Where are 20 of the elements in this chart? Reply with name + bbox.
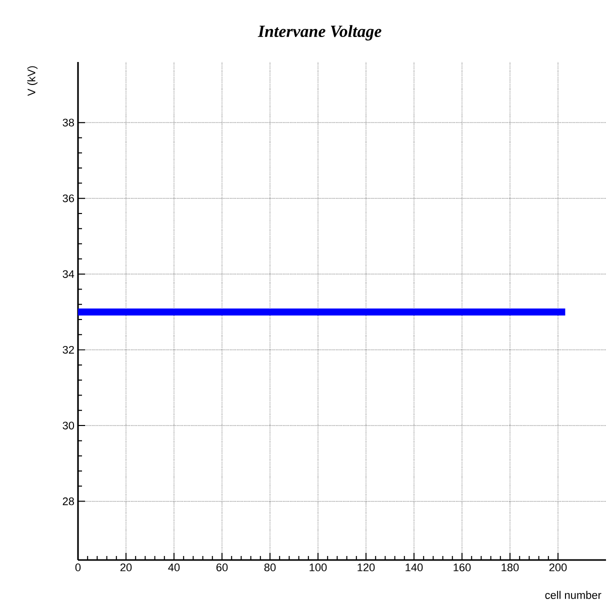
y-tick-label: 38	[62, 118, 74, 126]
x-tick-label: 20	[120, 564, 132, 572]
y-tick-label: 32	[62, 346, 74, 354]
x-tick-label: 40	[168, 564, 180, 572]
x-tick-label: 140	[406, 564, 423, 572]
y-tick-label: 30	[62, 422, 74, 430]
y-tick-label: 28	[62, 497, 74, 506]
x-tick-label: 0	[75, 564, 81, 572]
x-axis-title: cell number	[545, 590, 602, 599]
chart-title: Intervane Voltage	[258, 25, 382, 40]
x-tick-label: 160	[454, 564, 471, 572]
y-tick-label: 34	[62, 270, 74, 278]
x-tick-label: 100	[310, 564, 327, 572]
x-tick-label: 80	[264, 564, 276, 572]
x-tick-label: 60	[216, 564, 228, 572]
y-tick-label: 36	[62, 194, 74, 202]
x-tick-label: 200	[549, 564, 567, 572]
x-tick-label: 120	[358, 564, 375, 572]
x-tick-label: 180	[502, 564, 519, 572]
y-axis-title: V (kV)	[27, 66, 38, 96]
